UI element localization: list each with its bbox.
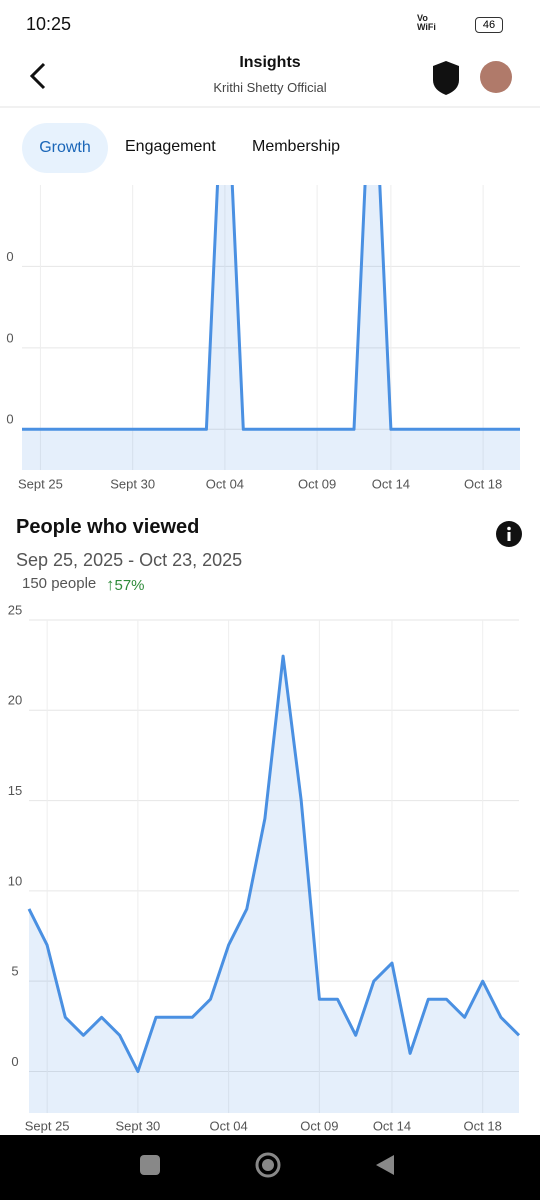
- x-tick-label: Sept 30: [110, 476, 155, 491]
- header-icons: [0, 61, 540, 108]
- wifi: WiFi: [417, 22, 436, 32]
- y-tick-label: 20: [8, 693, 22, 708]
- x-tick-label: Oct 14: [373, 1118, 411, 1133]
- recent-button[interactable]: [140, 1155, 160, 1175]
- page-subtitle: Krithi Shetty Official: [213, 80, 327, 95]
- x-tick-label: Sept 25: [25, 1118, 70, 1133]
- chart: 0 5 10 15 20 25 Sept 25 Sept 30 Oct 04 Oct 09 Oct …: [8, 605, 521, 1133]
- avatar[interactable]: [480, 61, 512, 93]
- info-icon[interactable]: [496, 521, 522, 547]
- y-tick-label: 0: [6, 249, 13, 264]
- x-tick-label: Oct 09: [298, 476, 336, 491]
- people-count: 150 people: [22, 575, 97, 592]
- x-tick-label: Oct 04: [206, 476, 244, 491]
- chart: 0 0 0 Sept 25 Sept 30 Oct 04 Oct 09 Oct 14 Oct 1…: [6, 185, 520, 491]
- area: [29, 656, 519, 1113]
- back-button[interactable]: [376, 1155, 394, 1175]
- page-title: Insights: [239, 54, 301, 71]
- y-tick-label: 0: [6, 412, 13, 427]
- tab-membership[interactable]: Membership: [252, 138, 341, 155]
- badge-icon[interactable]: [433, 61, 459, 95]
- vo: Vo: [417, 13, 428, 23]
- nav-bar: [0, 1135, 540, 1200]
- y-tick-label: 5: [11, 964, 18, 979]
- status-time: 10:25: [26, 14, 72, 34]
- change: ↑57%: [106, 575, 145, 594]
- y-tick-label: 10: [8, 873, 22, 888]
- x-tick-label: Sept 25: [18, 476, 63, 491]
- tab-engagement[interactable]: Engagement: [125, 138, 216, 155]
- section-title: People who viewed: [16, 516, 200, 538]
- back-icon[interactable]: [29, 62, 46, 90]
- y-tick-label: 15: [8, 783, 22, 798]
- y-tick-label: 25: [8, 605, 22, 617]
- network-label: Vo WiFi: [417, 14, 436, 32]
- home-button[interactable]: [255, 1152, 281, 1178]
- battery: 46: [475, 17, 503, 33]
- area: [22, 185, 520, 470]
- x-tick-label: Oct 09: [300, 1118, 338, 1133]
- plot: [22, 185, 520, 470]
- date-range: Sep 25, 2025 - Oct 23, 2025: [16, 550, 243, 570]
- x-tick-label: Oct 04: [209, 1118, 247, 1133]
- x-tick-label: Oct 18: [464, 476, 502, 491]
- change-value: 57%: [114, 577, 145, 594]
- plot: [27, 654, 521, 1113]
- line: [27, 654, 521, 1073]
- x-tick-label: Oct 14: [372, 476, 410, 491]
- x-tick-label: Oct 18: [464, 1118, 502, 1133]
- y-tick-label: 0: [11, 1054, 18, 1069]
- tab-growth[interactable]: Growth: [22, 123, 108, 173]
- y-tick-label: 0: [6, 330, 13, 345]
- line: [22, 185, 520, 431]
- x-tick-label: Sept 30: [115, 1118, 160, 1133]
